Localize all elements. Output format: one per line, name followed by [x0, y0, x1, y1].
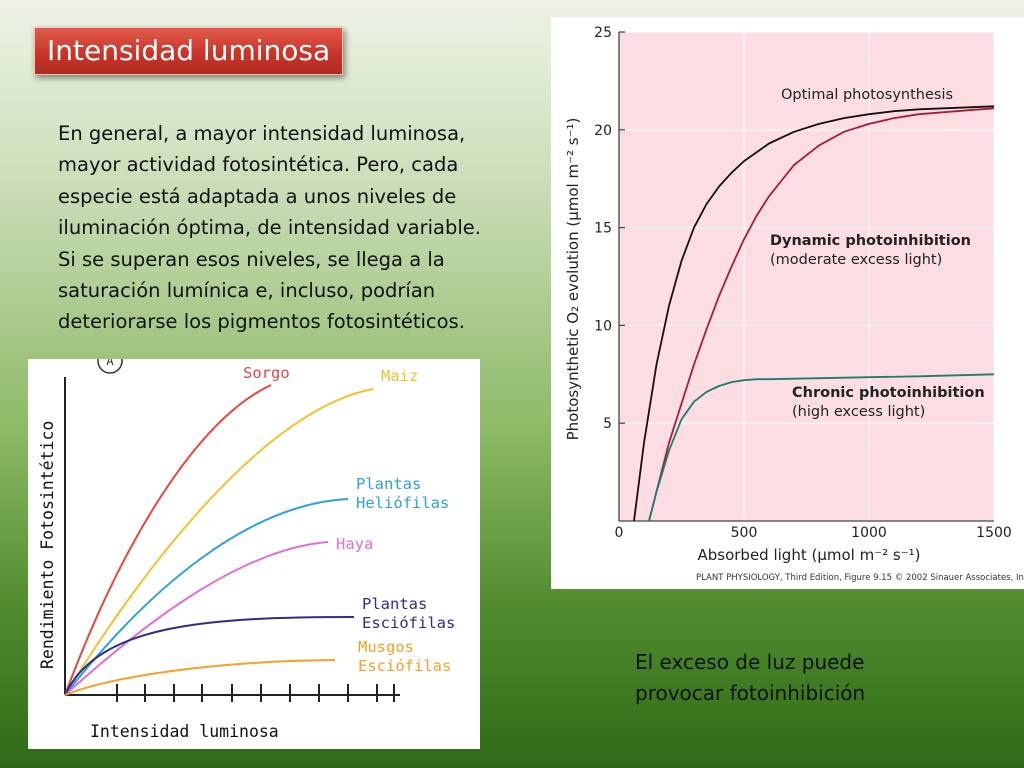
label-chronic: Chronic photoinhibition — [792, 385, 985, 401]
series-label: Maiz — [381, 367, 418, 385]
x-tick-label: 1000 — [851, 525, 887, 541]
photoinhibition-chart: 0 500 1000 1500 5 10 15 20 25 Optimal photosynth… — [551, 17, 1024, 589]
body-line: iluminación óptima, de intensidad variab… — [58, 216, 481, 240]
plot-background — [619, 32, 994, 521]
series-curves — [633, 105, 995, 522]
series-line — [64, 384, 272, 696]
series-line — [633, 105, 995, 522]
photoinhibition-chart-svg: 0 500 1000 1500 5 10 15 20 25 Optimal photosynth… — [564, 25, 1024, 583]
body-paragraph: En general, a mayor intensidad luminosa,… — [58, 118, 528, 338]
panel-letter: A — [106, 359, 114, 368]
y-axis-label: Photosynthetic O₂ evolution (µmol m⁻² s⁻… — [564, 118, 582, 441]
y-tick-label: 10 — [594, 318, 612, 334]
label-chronic-sub: (high excess light) — [792, 404, 925, 420]
body-line: saturación lumínica e, incluso, podrían — [58, 279, 436, 303]
label-dynamic: Dynamic photoinhibition — [770, 233, 971, 249]
label-dynamic-sub: (moderate excess light) — [770, 252, 942, 268]
figure-credit: PLANT PHYSIOLOGY, Third Edition, Figure … — [696, 573, 1024, 583]
series-labels: Sorgo Maiz Plantas Heliófilas Haya Plantas Esc… — [243, 364, 455, 675]
body-line: mayor actividad fotosintética. Pero, cad… — [58, 153, 459, 177]
body-line: deteriorarse los pigmentos fotosintético… — [58, 310, 465, 334]
caption-line: El exceso de luz puede — [635, 650, 865, 674]
x-ticks — [116, 684, 395, 702]
x-axis-label: Absorbed light (µmol m⁻² s⁻¹) — [697, 546, 920, 564]
y-axis-label: Rendimiento Fotosintético — [38, 421, 57, 669]
x-tick-label: 500 — [731, 525, 758, 541]
series-line — [64, 659, 336, 696]
y-tick-label: 15 — [594, 221, 612, 237]
series-line — [648, 373, 995, 522]
slide-title: Intensidad luminosa — [34, 27, 344, 75]
series-label: Musgos Esciófilas — [358, 638, 451, 675]
series-line — [648, 107, 995, 522]
body-line: especie está adaptada a unos niveles de — [58, 184, 457, 208]
x-tick-label: 1500 — [976, 525, 1012, 541]
y-tick-label: 20 — [594, 123, 612, 139]
tick-labels: 0 500 1000 1500 5 10 15 20 25 — [594, 25, 1012, 541]
series-line — [64, 541, 329, 696]
caption: El exceso de luz puede provocar fotoinhi… — [635, 647, 865, 709]
body-line: Si se superan esos niveles, se llega a l… — [58, 247, 445, 271]
y-tick-label: 5 — [603, 416, 612, 432]
series-curves — [64, 384, 374, 696]
series-label: Sorgo — [243, 364, 290, 382]
x-axis-label: Intensidad luminosa — [90, 722, 279, 741]
series-line — [64, 616, 355, 696]
label-optimal: Optimal photosynthesis — [781, 87, 953, 103]
series-line — [64, 498, 349, 696]
caption-line: provocar fotoinhibición — [635, 681, 866, 705]
y-tick-label: 25 — [594, 25, 612, 41]
body-line: En general, a mayor intensidad luminosa, — [58, 122, 466, 145]
series-line — [64, 388, 374, 696]
species-light-chart-svg: A Sorgo Maiz Plantas Heliófilas Haya Plantas E… — [38, 359, 455, 741]
species-light-chart: A Sorgo Maiz Plantas Heliófilas Haya Plantas E… — [28, 359, 480, 749]
series-label: Plantas Heliófilas — [356, 475, 449, 512]
series-label: Haya — [336, 535, 373, 553]
series-label: Plantas Esciófilas — [362, 595, 455, 632]
panel-letter-circle — [97, 359, 123, 374]
x-tick-label: 0 — [615, 525, 624, 541]
